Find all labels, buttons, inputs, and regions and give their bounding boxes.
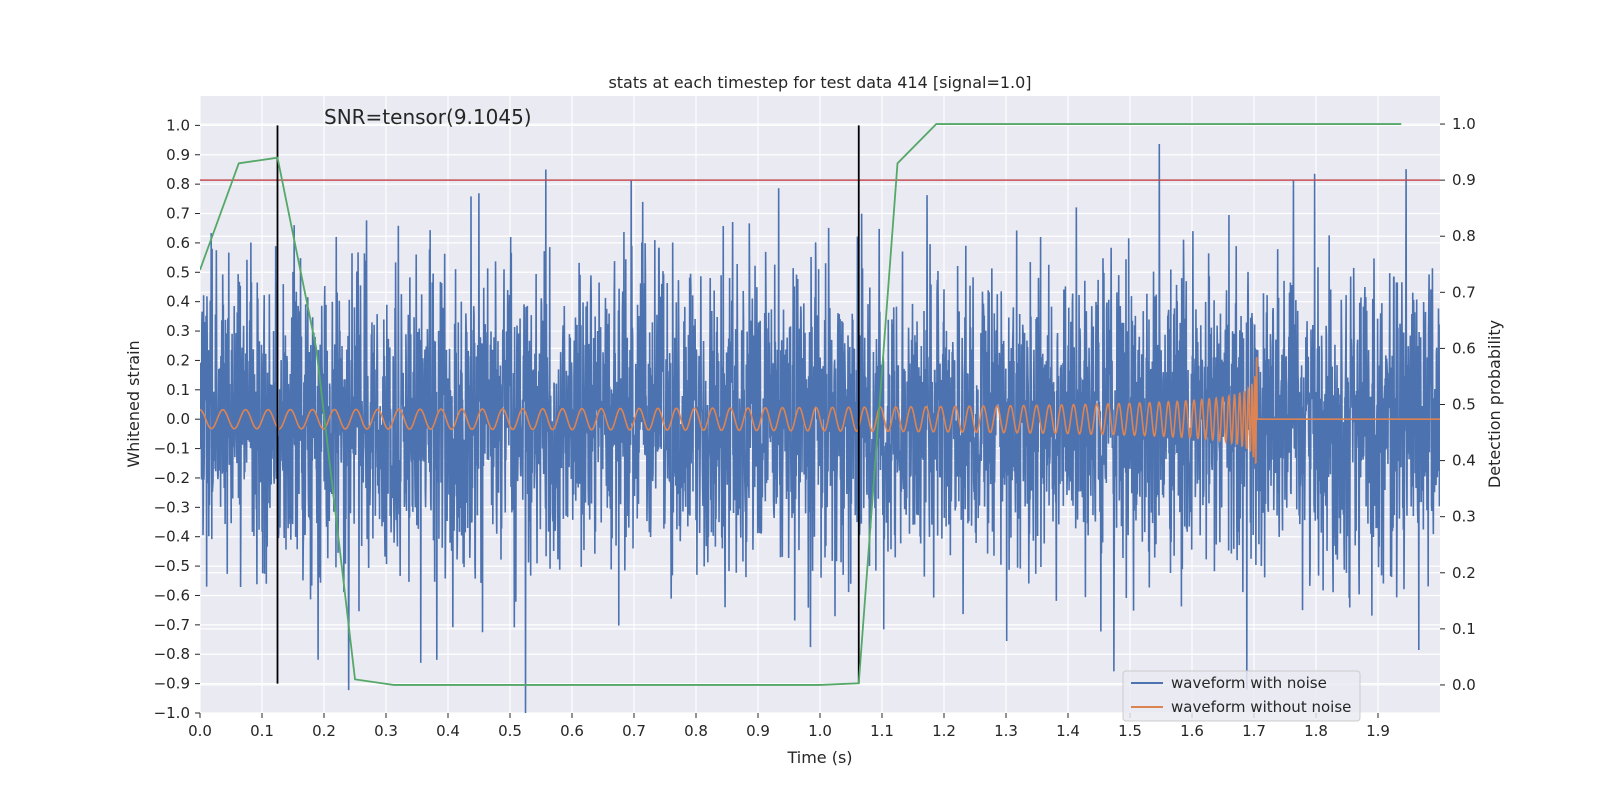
x-tick-label: 0.6 — [560, 722, 584, 740]
y-tick-label: −0.1 — [154, 440, 190, 458]
x-tick-label: 0.8 — [684, 722, 708, 740]
x-tick-label: 1.0 — [808, 722, 832, 740]
y-tick-label: −0.6 — [154, 586, 190, 604]
y-tick-label: 0.2 — [166, 351, 190, 369]
y-tick-label: 0.0 — [166, 410, 190, 428]
snr-annotation: SNR=tensor(9.1045) — [324, 105, 532, 129]
legend-box — [1122, 670, 1361, 722]
y-tick-label: −0.7 — [154, 616, 190, 634]
x-tick-label: 1.5 — [1118, 722, 1142, 740]
y-tick-label: −0.4 — [154, 528, 190, 546]
x-tick-label: 0.5 — [498, 722, 522, 740]
y-right-tick-label: 0.8 — [1452, 227, 1476, 245]
y-right-tick-label: 0.7 — [1452, 283, 1476, 301]
plot-area — [200, 123, 1440, 713]
legend-label-clean: waveform without noise — [1171, 698, 1351, 716]
x-tick-label: 1.2 — [932, 722, 956, 740]
legend: waveform with noise waveform without noi… — [1122, 670, 1361, 722]
legend-label-noise: waveform with noise — [1171, 674, 1327, 692]
y-right-tick-label: 0.9 — [1452, 171, 1476, 189]
x-tick-label: 0.1 — [250, 722, 274, 740]
x-tick-label: 0.4 — [436, 722, 460, 740]
y-right-tick-label: 0.4 — [1452, 452, 1476, 470]
y-tick-label: −0.5 — [154, 557, 190, 575]
y-tick-label: 0.3 — [166, 322, 190, 340]
x-tick-label: 0.3 — [374, 722, 398, 740]
y-axis-right-ticks: 0.0 0.1 0.2 0.3 0.4 0.5 0.6 0.7 0.8 0.9 1.0 — [1440, 115, 1476, 694]
y-right-tick-label: 1.0 — [1452, 115, 1476, 133]
y-right-tick-label: 0.0 — [1452, 676, 1476, 694]
y-tick-label: 0.8 — [166, 175, 190, 193]
x-tick-label: 1.9 — [1366, 722, 1390, 740]
x-tick-label: 0.9 — [746, 722, 770, 740]
chart-title: stats at each timestep for test data 414… — [608, 73, 1031, 92]
y-axis-label: Whitened strain — [124, 340, 143, 467]
series-waveform-without-noise — [200, 357, 1440, 464]
y-right-tick-label: 0.5 — [1452, 396, 1476, 414]
x-axis-label: Time (s) — [786, 748, 852, 767]
y-tick-label: 0.7 — [166, 205, 190, 223]
y-axis-ticks: −1.0 −0.9 −0.8 −0.7 −0.6 −0.5 −0.4 −0.3 −0.2 −0.1… — [154, 116, 200, 722]
y-tick-label: −0.8 — [154, 645, 190, 663]
y-tick-label: 0.9 — [166, 146, 190, 164]
y-tick-label: 0.6 — [166, 234, 190, 252]
y-tick-label: −0.9 — [154, 675, 190, 693]
x-axis-ticks: 0.0 0.1 0.2 0.3 0.4 0.5 0.6 0.7 0.8 0.9 1.0 1.1 1.2 1… — [188, 713, 1390, 740]
y-tick-label: −1.0 — [154, 704, 190, 722]
series-detection-probability — [200, 123, 1402, 686]
x-tick-label: 1.1 — [870, 722, 894, 740]
y-tick-label: 0.4 — [166, 293, 190, 311]
x-tick-label: 0.7 — [622, 722, 646, 740]
y-tick-label: 0.5 — [166, 263, 190, 281]
y-tick-label: 1.0 — [166, 116, 190, 134]
y-axis-right-label: Detection probability — [1485, 320, 1504, 488]
x-tick-label: 0.0 — [188, 722, 212, 740]
y-right-tick-label: 0.1 — [1452, 620, 1476, 638]
y-right-tick-label: 0.2 — [1452, 564, 1476, 582]
y-right-tick-label: 0.3 — [1452, 508, 1476, 526]
x-tick-label: 1.8 — [1304, 722, 1328, 740]
x-tick-label: 1.6 — [1180, 722, 1204, 740]
y-tick-label: −0.3 — [154, 498, 190, 516]
x-tick-label: 1.3 — [994, 722, 1018, 740]
x-tick-label: 0.2 — [312, 722, 336, 740]
x-tick-label: 1.7 — [1242, 722, 1266, 740]
x-tick-label: 1.4 — [1056, 722, 1080, 740]
y-tick-label: −0.2 — [154, 469, 190, 487]
y-right-tick-label: 0.6 — [1452, 339, 1476, 357]
y-tick-label: 0.1 — [166, 381, 190, 399]
